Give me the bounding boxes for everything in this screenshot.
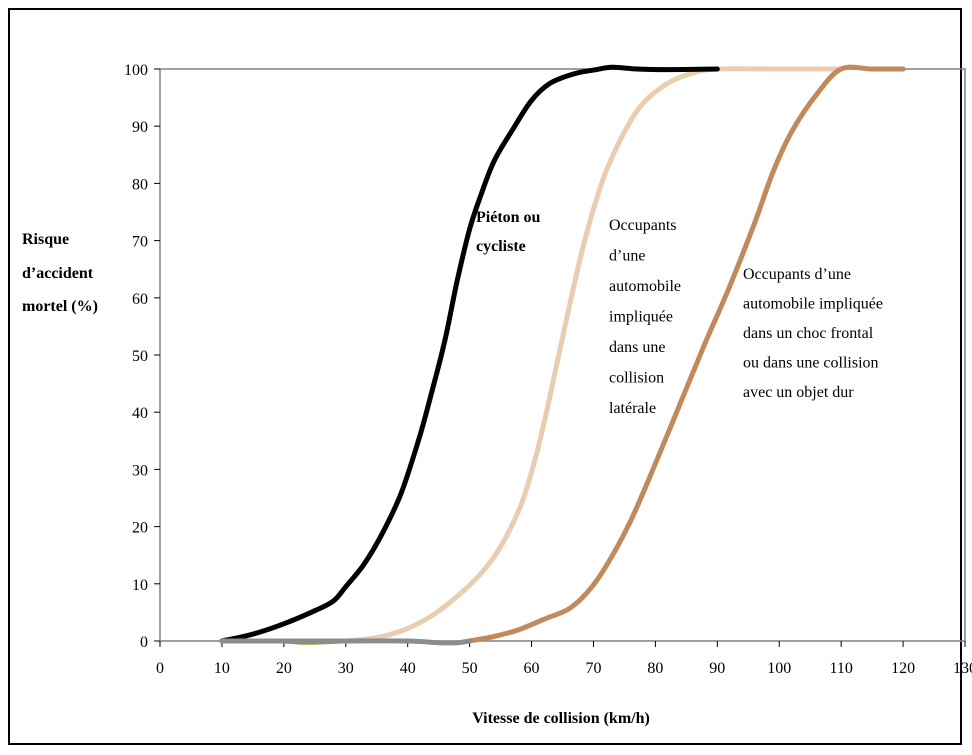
y-tick-label: 20 — [132, 520, 148, 537]
y-axis-title: d’accident — [22, 265, 94, 282]
series-group — [219, 64, 906, 646]
y-tick-label: 100 — [124, 62, 148, 79]
x-tick-label: 10 — [214, 660, 230, 677]
x-tick-label: 50 — [462, 660, 478, 677]
annotation-side: impliquée — [609, 309, 673, 326]
y-tick-label: 10 — [132, 577, 148, 594]
x-tick-label: 80 — [647, 660, 663, 677]
annotation-side: d’une — [609, 248, 645, 265]
y-tick-label: 0 — [140, 634, 148, 651]
x-tick-label: 70 — [585, 660, 601, 677]
series-line-side — [343, 66, 844, 644]
annotation-frontal: avec un objet dur — [743, 384, 854, 401]
annotation-pedestrian: cycliste — [476, 238, 526, 255]
x-axis-title: Vitesse de collision (km/h) — [472, 710, 650, 727]
x-tick-label: 90 — [709, 660, 725, 677]
x-tick-label: 100 — [767, 660, 791, 677]
x-tick-label: 40 — [400, 660, 416, 677]
annotation-side: Occupants — [609, 217, 677, 234]
x-tick-label: 120 — [891, 660, 915, 677]
axes: 0 10 20 30 40 50 60 70 80 90 100 0 10 20 30 40 50 60 70 80 9… — [124, 62, 972, 677]
y-axis-title: Risque — [22, 231, 69, 248]
series-line-baseline — [219, 638, 473, 646]
annotation-frontal: ou dans une collision — [743, 355, 879, 372]
y-tick-label: 40 — [132, 405, 148, 422]
series-line-frontal — [467, 64, 906, 644]
y-tick-label: 50 — [132, 348, 148, 365]
y-tick-label: 70 — [132, 234, 148, 251]
annotation-side: automobile — [609, 278, 681, 295]
y-axis-title: mortel (%) — [22, 298, 98, 315]
annotation-frontal: dans un choc frontal — [743, 325, 874, 342]
annotation-side: dans une — [609, 339, 665, 356]
y-tick-label: 30 — [132, 462, 148, 479]
series-line-pedestrian — [219, 64, 720, 644]
annotation-frontal: automobile impliquée — [743, 296, 883, 313]
annotation-pedestrian: Piéton ou — [476, 209, 541, 226]
x-tick-label: 60 — [524, 660, 540, 677]
annotation-side: collision — [609, 370, 664, 387]
axis-labels: Risque d’accident mortel (%) Vitesse de col… — [22, 231, 650, 727]
x-tick-label: 0 — [156, 660, 164, 677]
x-tick-label: 110 — [829, 660, 852, 677]
annotation-side: latérale — [609, 400, 656, 417]
x-tick-label: 130 — [953, 660, 972, 677]
y-tick-label: 60 — [132, 291, 148, 308]
annotation-frontal: Occupants d’une — [743, 266, 851, 283]
chart-frame — [8, 8, 962, 745]
x-tick-label: 20 — [276, 660, 292, 677]
annotations: Piéton ou cycliste Occupants d’une automobil… — [476, 209, 883, 417]
y-tick-label: 80 — [132, 176, 148, 193]
y-tick-label: 90 — [132, 119, 148, 136]
x-tick-label: 30 — [338, 660, 354, 677]
